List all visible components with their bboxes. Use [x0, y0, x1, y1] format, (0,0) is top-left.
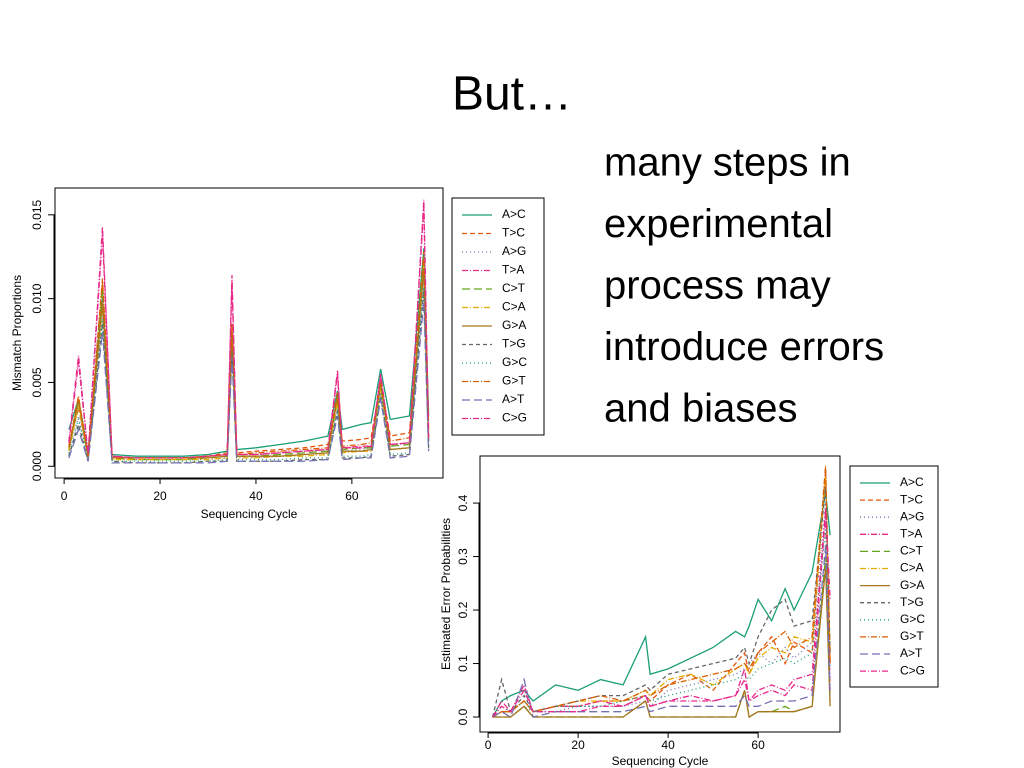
- x-tick-label: 0: [485, 738, 492, 752]
- legend-label: A>T: [502, 392, 525, 406]
- legend-label: A>T: [900, 646, 923, 660]
- x-tick-label: 60: [751, 738, 765, 752]
- legend-label: C>G: [502, 411, 527, 425]
- x-tick-label: 40: [661, 738, 675, 752]
- plot-frame: [54, 187, 444, 479]
- x-tick-label: 0: [61, 489, 68, 503]
- legend-label: T>C: [900, 492, 923, 506]
- series-line: [68, 265, 430, 461]
- series-line: [492, 470, 831, 718]
- series-line: [492, 508, 831, 718]
- legend-label: A>G: [900, 509, 924, 523]
- legend-box: [849, 465, 939, 688]
- legend-label: T>C: [502, 226, 525, 240]
- y-tick-label: 0.3: [456, 548, 470, 565]
- y-tick-label: 0.4: [456, 494, 470, 511]
- y-tick-label: 0.015: [30, 199, 44, 229]
- body-text-line: experimental: [604, 202, 833, 246]
- body-text-line: process may: [604, 264, 831, 308]
- y-tick-label: 0.0: [456, 708, 470, 725]
- legend-label: T>G: [502, 337, 526, 351]
- legend-label: G>A: [502, 318, 526, 332]
- x-tick-label: 60: [345, 489, 359, 503]
- legend-label: T>A: [502, 263, 524, 277]
- plot-frame: [479, 455, 841, 733]
- y-tick-label: 0.010: [30, 283, 44, 313]
- legend-label: T>A: [900, 526, 922, 540]
- y-tick-label: 0.1: [456, 655, 470, 672]
- y-tick-label: 0.2: [456, 601, 470, 618]
- legend-box: [451, 197, 545, 436]
- legend-label: A>C: [900, 475, 924, 489]
- legend-label: G>T: [502, 374, 526, 388]
- series-line: [492, 465, 831, 718]
- legend-label: G>A: [900, 578, 924, 592]
- legend-label: A>C: [502, 207, 526, 221]
- y-axis-label: Mismatch Proportions: [10, 275, 24, 391]
- series-line: [68, 301, 430, 464]
- x-tick-label: 20: [153, 489, 167, 503]
- legend-label: A>G: [502, 244, 526, 258]
- legend-label: C>A: [900, 561, 924, 575]
- y-tick-label: 0.000: [30, 451, 44, 481]
- body-text-line: and biases: [604, 387, 797, 431]
- series-line: [68, 206, 430, 459]
- x-axis-label: Sequencing Cycle: [201, 507, 298, 521]
- series-line: [492, 513, 831, 718]
- x-tick-label: 20: [571, 738, 585, 752]
- x-axis-label: Sequencing Cycle: [612, 754, 709, 768]
- series-line: [492, 567, 831, 719]
- y-tick-label: 0.005: [30, 367, 44, 397]
- legend-label: C>G: [900, 663, 925, 677]
- series-line: [68, 265, 430, 459]
- series-line: [68, 256, 430, 461]
- series-line: [492, 556, 831, 719]
- legend-label: C>A: [502, 300, 526, 314]
- legend-label: G>C: [900, 612, 925, 626]
- y-axis-label: Estimated Error Probabilities: [439, 518, 453, 670]
- legend-label: C>T: [900, 544, 924, 558]
- series-line: [492, 492, 831, 718]
- legend-label: G>C: [502, 355, 527, 369]
- legend-label: T>G: [900, 595, 924, 609]
- series-line: [492, 476, 831, 718]
- body-text-line: introduce errors: [604, 325, 884, 369]
- body-text-line: many steps in: [604, 141, 851, 185]
- slide-title: But…: [452, 68, 572, 121]
- x-tick-label: 40: [249, 489, 263, 503]
- legend-label: G>T: [900, 629, 924, 643]
- legend-label: C>T: [502, 281, 526, 295]
